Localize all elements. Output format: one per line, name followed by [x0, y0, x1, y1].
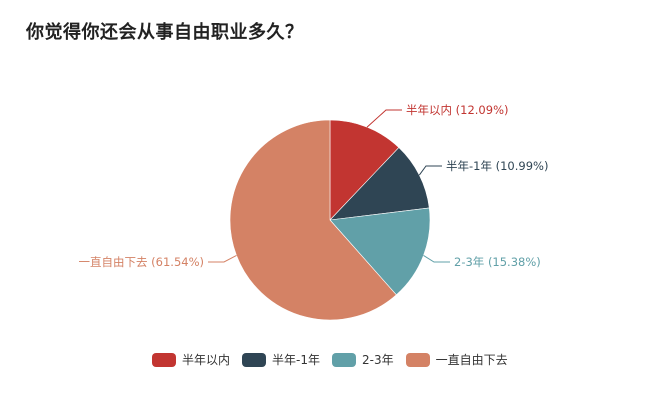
- legend-label: 半年-1年: [272, 353, 320, 367]
- legend-label: 2-3年: [361, 353, 394, 367]
- slice-forever[interactable]: [229, 119, 397, 321]
- chart-title: 你觉得你还会从事自由职业多久？: [26, 22, 304, 43]
- leader-line: [208, 255, 237, 263]
- legend-swatch: [405, 352, 430, 367]
- slice-label: 半年以内 (12.09%): [406, 103, 508, 117]
- leader-line: [418, 165, 442, 176]
- slice-two-to-three-years[interactable]: [329, 207, 431, 296]
- legend-item-two-to-three-years[interactable]: 2-3年: [331, 351, 394, 368]
- pie-slices: [229, 119, 431, 321]
- slice-half-to-one-year[interactable]: [329, 147, 430, 221]
- legend-swatch: [331, 352, 356, 367]
- legend-label: 一直自由下去: [435, 353, 508, 367]
- legend-item-half-year[interactable]: 半年以内: [152, 351, 230, 368]
- legend-label: 半年以内: [182, 353, 231, 367]
- pie-labels: 半年以内 (12.09%) 半年-1年 (10.99%) 2-3年 (15.38%)…: [79, 103, 549, 269]
- slice-label: 半年-1年 (10.99%): [446, 159, 548, 173]
- slice-label: 2-3年 (15.38%): [454, 255, 541, 269]
- legend-item-forever[interactable]: 一直自由下去: [405, 351, 508, 368]
- slice-label: 一直自由下去 (61.54%): [79, 255, 204, 269]
- legend: 半年以内 半年-1年 2-3年 一直自由下去: [152, 351, 520, 368]
- legend-item-half-to-one-year[interactable]: 半年-1年: [242, 351, 320, 368]
- leader-line: [423, 255, 450, 263]
- leader-line: [366, 109, 402, 128]
- legend-swatch: [242, 352, 267, 367]
- legend-swatch: [152, 352, 176, 367]
